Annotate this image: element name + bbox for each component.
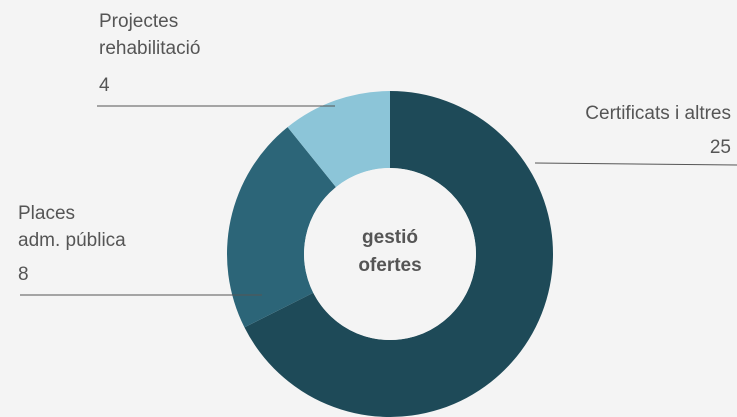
slice-label: Projectes rehabilitació <box>99 11 201 59</box>
donut-hole <box>304 168 476 340</box>
value-label: 8 <box>18 264 29 285</box>
donut-slice <box>227 127 336 328</box>
center-label: gestió ofertes <box>358 227 422 276</box>
leader-line <box>534 162 737 166</box>
value-label: 4 <box>99 75 110 96</box>
donut-slice <box>244 91 553 417</box>
slice-label: Certificats i altres <box>585 103 731 124</box>
value-label: 25 <box>709 137 731 158</box>
slice-label: Places adm. pública <box>18 203 126 251</box>
donut-slice <box>287 91 390 188</box>
